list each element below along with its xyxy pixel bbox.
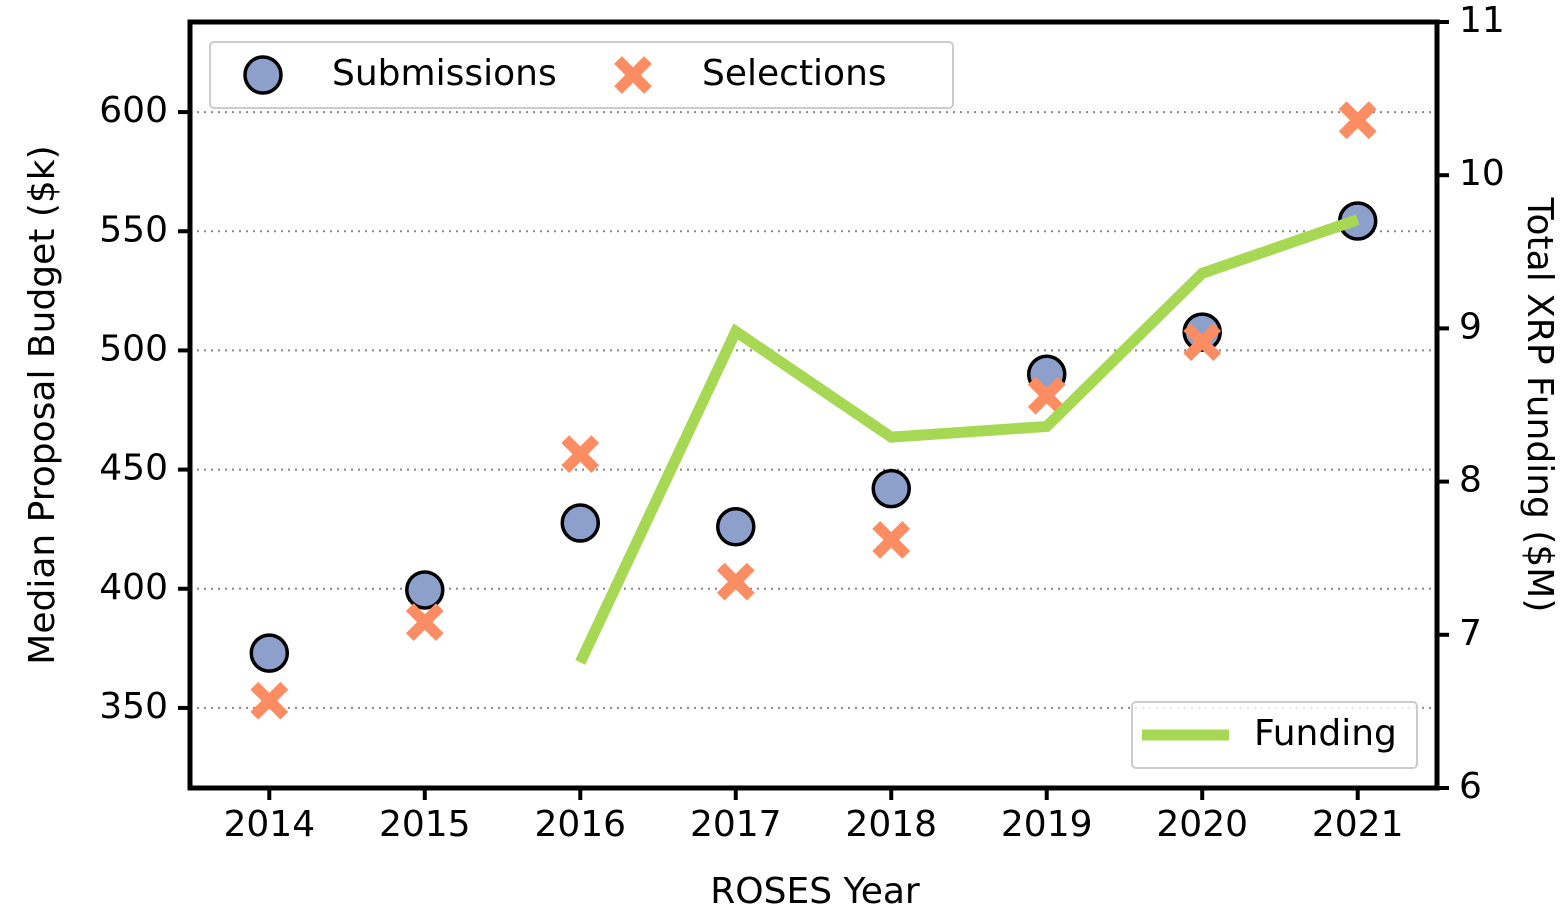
x-marker: [1338, 101, 1377, 140]
y-axis-label: Median Proposal Budget ($k): [22, 145, 63, 664]
circle-marker: [716, 507, 756, 547]
x-tick-label: 2018: [845, 804, 937, 845]
funding-line: [575, 214, 1360, 665]
legend-label: Submissions: [332, 53, 557, 94]
circle-marker: [871, 468, 911, 509]
y-tick-label: 350: [99, 686, 168, 727]
x-marker: [614, 56, 652, 94]
y-tick-label: 400: [99, 567, 168, 608]
legend-label: Selections: [702, 53, 887, 94]
y-tick-label: 600: [99, 90, 168, 131]
x-marker: [561, 435, 600, 473]
circle-marker: [405, 570, 445, 610]
legend-box: [1131, 701, 1418, 769]
y2-tick-label: 8: [1459, 460, 1482, 501]
y2-axis-label: Total XRP Funding ($M): [1519, 197, 1560, 613]
x-marker: [1183, 323, 1222, 361]
legend-box: [209, 41, 954, 109]
x-tick-label: 2017: [690, 804, 782, 845]
x-axis-label: ROSES Year: [710, 871, 920, 912]
x-tick-label: 2014: [223, 804, 315, 845]
x-tick-label: 2019: [1001, 804, 1093, 845]
y2-tick-label: 6: [1459, 766, 1482, 807]
y-tick-label: 450: [99, 448, 168, 489]
x-marker: [250, 681, 289, 720]
x-tick-label: 2015: [379, 804, 471, 845]
legend-swatch: [243, 55, 283, 95]
y2-tick-label: 9: [1459, 306, 1482, 347]
y2-tick-label: 10: [1459, 153, 1505, 194]
x-marker: [872, 521, 911, 559]
x-marker: [716, 562, 755, 601]
y2-tick-label: 7: [1459, 613, 1482, 654]
plot-frame: [187, 19, 1440, 791]
x-marker: [405, 603, 444, 642]
circle-marker: [249, 633, 290, 673]
y-tick-label: 500: [99, 328, 168, 369]
y-tick-label: 550: [99, 209, 168, 250]
x-tick-label: 2021: [1312, 804, 1404, 845]
y2-tick-label: 11: [1459, 0, 1505, 41]
circle-marker: [560, 503, 601, 543]
x-tick-label: 2016: [534, 804, 626, 845]
x-tick-label: 2020: [1156, 804, 1248, 845]
circle-marker: [1182, 312, 1222, 352]
legend-label: Funding: [1254, 713, 1397, 754]
x-marker: [1027, 376, 1066, 415]
